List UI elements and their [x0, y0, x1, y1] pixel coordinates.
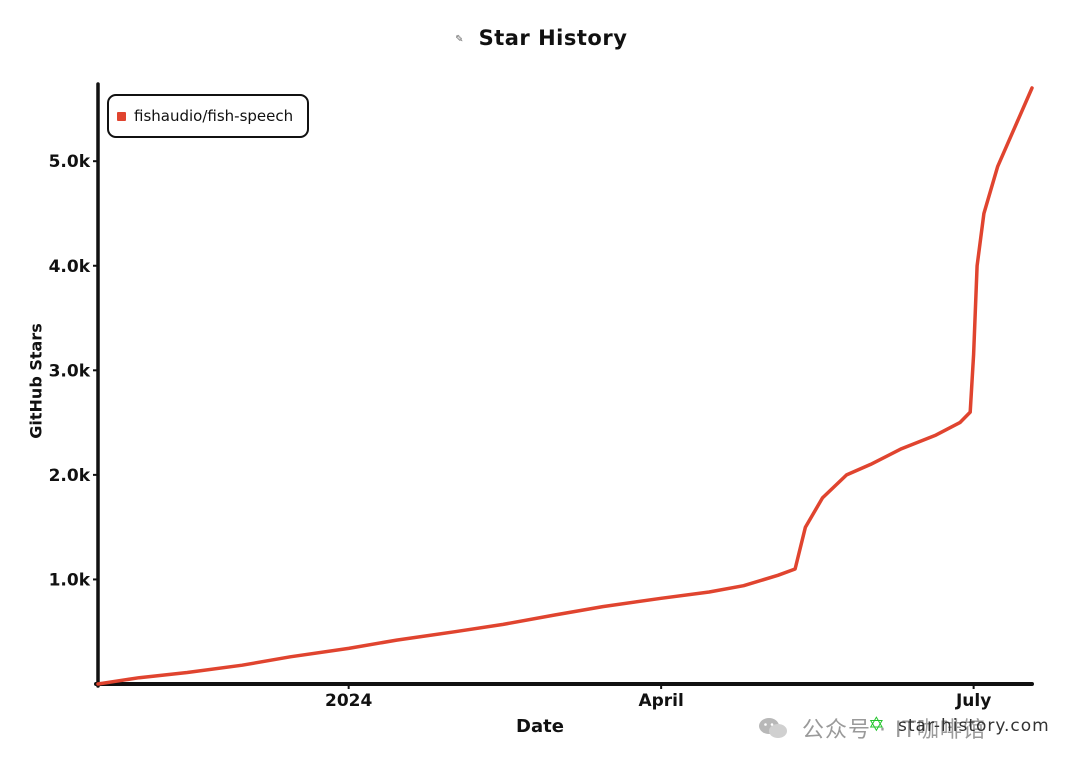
chart-title-text: Star History: [478, 26, 628, 50]
watermark-site: star-history.com: [898, 716, 1050, 736]
legend-swatch: [117, 111, 126, 121]
legend: fishaudio/fish-speech: [107, 94, 310, 138]
series-line-fish-speech: [96, 86, 1034, 686]
star-history-logo-icon: ✎: [455, 33, 465, 45]
chart-title: ✎ Star History: [0, 26, 1080, 50]
wechat-icon: [759, 718, 787, 738]
watermark-text: 公众号 · IT咖啡馆: [802, 718, 986, 743]
x-tick-label: July: [955, 691, 991, 711]
y-tick-label: 5.0k: [49, 152, 91, 172]
y-tick-label: 3.0k: [49, 361, 91, 381]
y-tick-label: 4.0k: [49, 257, 91, 277]
y-tick-label: 2.0k: [49, 466, 91, 486]
y-axis-title: GitHub Stars: [26, 323, 46, 439]
green-star-icon: ✡: [868, 712, 886, 736]
watermark: 公众号 · IT咖啡馆 ✡ star-history.com: [758, 712, 1049, 744]
x-axis-title: Date: [516, 716, 564, 737]
x-tick-label: 2024: [325, 691, 372, 711]
legend-label: fishaudio/fish-speech: [134, 107, 294, 125]
x-tick-label: April: [638, 691, 683, 711]
y-tick-label: 1.0k: [49, 570, 91, 590]
